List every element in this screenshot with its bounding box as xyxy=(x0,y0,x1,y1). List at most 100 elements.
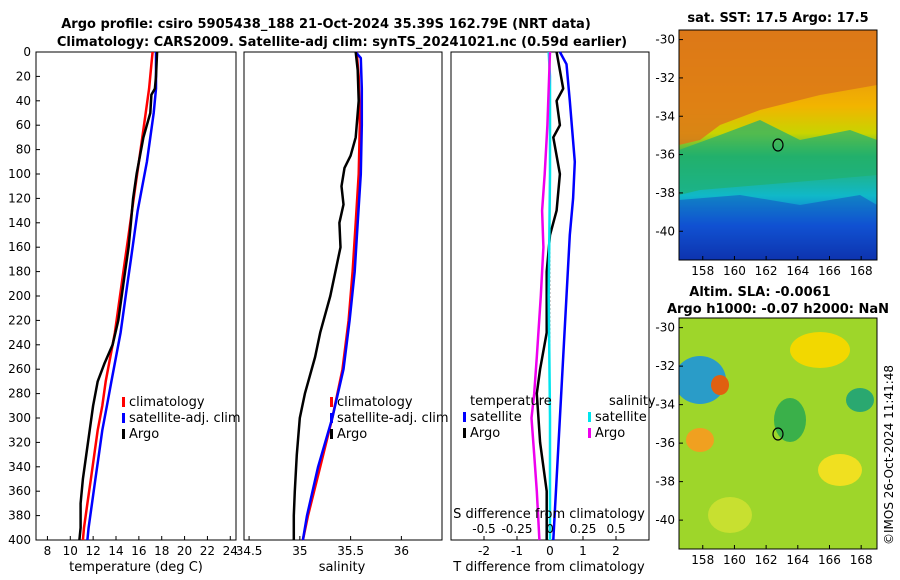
sla-high-anomaly-4 xyxy=(818,454,862,486)
map-ytick-label: -36 xyxy=(655,436,675,450)
sst-mid-region xyxy=(679,120,877,195)
t-ytick-label: 80 xyxy=(16,143,31,157)
difference-xlabel-top: S difference from climatology xyxy=(453,507,645,522)
xtick-label: 34.5 xyxy=(236,544,263,558)
salinity-panel: 34.5 35 35.5 36 salinity climatology satell… xyxy=(236,51,449,575)
legend-label-climatology-s: climatology xyxy=(337,395,413,410)
t-ytick-label: 320 xyxy=(8,435,31,449)
map-ytick-label: -40 xyxy=(655,224,675,238)
difference-panel: -2 -1 0 1 2 S difference from climatology -0… xyxy=(450,51,656,575)
series-line-climatology xyxy=(81,51,154,541)
xtick-label: 18 xyxy=(154,544,169,558)
map-ytick-label: -40 xyxy=(655,513,675,527)
legend-label-argo-s: Argo xyxy=(337,427,367,442)
salinity-axes-frame xyxy=(243,51,443,541)
sst-map-panel: sat. SST: 17.5 Argo: 17.5 158 160 162 164 16… xyxy=(655,11,878,278)
sla-map-frame xyxy=(678,317,878,550)
temperature-axes-frame xyxy=(35,51,237,541)
t-ytick-label: 160 xyxy=(8,240,31,254)
imos-watermark: ©IMOS 26-Oct-2024 11:41:48 xyxy=(882,365,896,545)
map-ytick-label: -30 xyxy=(655,321,675,335)
t-ytick-label: 260 xyxy=(8,362,31,376)
difference-legend: temperature salinity satellite Argo sate… xyxy=(463,394,656,441)
xtick-label: 2 xyxy=(612,544,620,558)
legend-marker-argo-s xyxy=(330,429,333,439)
title-line-1: Argo profile: csiro 5905438_188 21-Oct-2… xyxy=(61,17,591,32)
t-ytick-label: 240 xyxy=(8,338,31,352)
t-ytick-label: 120 xyxy=(8,191,31,205)
map-ytick-label: -36 xyxy=(655,148,675,162)
sla-map-title-2: Argo h1000: -0.07 h2000: NaN xyxy=(667,302,889,317)
legend-marker-t-argo xyxy=(463,428,466,438)
map-xtick-label: 164 xyxy=(786,264,809,278)
map-xtick-label: 166 xyxy=(818,553,841,567)
map-ytick-label: -34 xyxy=(655,109,675,123)
top-xtick-label: -0.5 xyxy=(472,522,495,536)
sst-map-frame xyxy=(678,29,878,261)
sla-high-anomaly-3 xyxy=(790,332,850,368)
t-ytick-label: 200 xyxy=(8,289,31,303)
map-xtick-label: 166 xyxy=(818,264,841,278)
t-ytick-label: 20 xyxy=(16,69,31,83)
xtick-label: 35 xyxy=(292,544,307,558)
xtick-label: -1 xyxy=(511,544,523,558)
legend-label-argo: Argo xyxy=(129,427,159,442)
legend-label-s-satellite: satellite xyxy=(595,410,647,425)
legend-marker-satellite xyxy=(122,413,125,423)
legend-label-climatology: climatology xyxy=(129,395,205,410)
t-ytick-label: 220 xyxy=(8,313,31,327)
legend-title-temperature: temperature xyxy=(470,394,552,409)
series-line-s-argo xyxy=(530,51,552,541)
series-line-satellite-adj-clim xyxy=(86,52,158,541)
t-ytick-label: 340 xyxy=(8,460,31,474)
xtick-label: 20 xyxy=(177,544,192,558)
sst-warm-region xyxy=(679,30,877,145)
legend-marker-climatology xyxy=(122,397,125,407)
t-ytick-label: 400 xyxy=(8,533,31,547)
xtick-label: 8 xyxy=(44,544,52,558)
sst-cold-region xyxy=(679,195,877,260)
series-line-s-satellite xyxy=(547,51,552,540)
legend-label-s-argo: Argo xyxy=(595,426,625,441)
legend-title-salinity: salinity xyxy=(609,394,656,409)
map-xtick-label: 158 xyxy=(691,553,714,567)
legend-marker-satellite-s xyxy=(330,413,333,423)
sla-low-anomaly-3 xyxy=(846,388,874,412)
t-ytick-label: 0 xyxy=(23,45,31,59)
xtick-label: 16 xyxy=(131,544,146,558)
legend-label-t-argo: Argo xyxy=(470,426,500,441)
xtick-label: 24 xyxy=(223,544,238,558)
xtick-label: 36 xyxy=(394,544,409,558)
map-xtick-label: 160 xyxy=(723,264,746,278)
map-ytick-label: -38 xyxy=(655,186,675,200)
xtick-label: 0 xyxy=(546,544,554,558)
temperature-xlabel: temperature (deg C) xyxy=(69,560,203,575)
sla-map-panel: Altim. SLA: -0.0061 Argo h1000: -0.07 h2… xyxy=(655,285,889,567)
series-line-argo xyxy=(292,51,360,540)
map-ytick-label: -38 xyxy=(655,475,675,489)
t-ytick-label: 180 xyxy=(8,265,31,279)
sla-high-anomaly-2 xyxy=(711,375,729,395)
map-ytick-label: -34 xyxy=(655,398,675,412)
t-ytick-label: 280 xyxy=(8,387,31,401)
sla-argo-position-marker xyxy=(772,427,784,441)
legend-label-satellite-s: satellite-adj. clim xyxy=(337,411,449,426)
salinity-legend: climatology satellite-adj. clim Argo xyxy=(330,395,449,442)
legend-marker-argo xyxy=(122,429,125,439)
map-xtick-label: 162 xyxy=(755,553,778,567)
sla-map-title-1: Altim. SLA: -0.0061 xyxy=(689,285,830,300)
map-xtick-label: 168 xyxy=(850,264,873,278)
sst-map-title: sat. SST: 17.5 Argo: 17.5 xyxy=(687,11,868,26)
map-ytick-label: -32 xyxy=(655,71,675,85)
xtick-label: 12 xyxy=(86,544,101,558)
temperature-legend: climatology satellite-adj. clim Argo xyxy=(122,395,241,442)
legend-marker-climatology-s xyxy=(330,397,333,407)
legend-marker-t-satellite xyxy=(463,412,466,422)
xtick-label: 1 xyxy=(579,544,587,558)
xtick-label: 22 xyxy=(200,544,215,558)
top-xtick-label: 0.25 xyxy=(570,522,597,536)
legend-marker-s-satellite xyxy=(588,412,591,422)
legend-label-satellite: satellite-adj. clim xyxy=(129,411,241,426)
t-ytick-label: 360 xyxy=(8,484,31,498)
